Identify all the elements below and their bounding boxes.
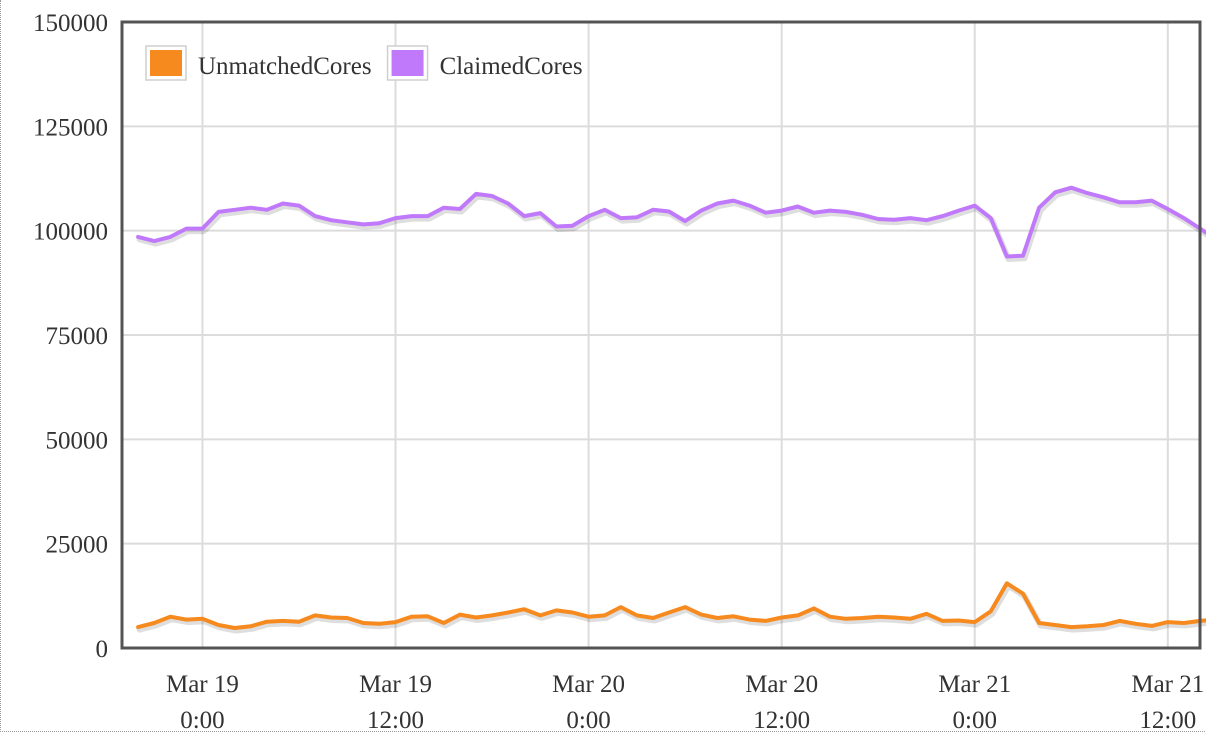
legend-label: ClaimedCores xyxy=(440,53,583,80)
y-tick-label: 0 xyxy=(96,636,109,663)
x-tick-label-date: Mar 20 xyxy=(745,671,818,698)
x-tick-label-date: Mar 19 xyxy=(359,671,432,698)
y-tick-label: 25000 xyxy=(46,532,109,559)
x-tick-label-time: 0:00 xyxy=(180,707,224,733)
grid-lines xyxy=(122,21,1200,649)
x-tick-label-time: 12:00 xyxy=(1139,707,1196,733)
x-tick-label-date: Mar 19 xyxy=(166,671,239,698)
x-tick-label-time: 0:00 xyxy=(953,707,997,733)
y-tick-label: 75000 xyxy=(46,323,109,350)
series-line-ClaimedCores xyxy=(136,185,1206,259)
x-tick-label-date: Mar 21 xyxy=(1131,671,1204,698)
series-shadow-ClaimedCores xyxy=(136,187,1206,262)
x-tick-label-date: Mar 20 xyxy=(552,671,625,698)
series-layer xyxy=(136,185,1206,634)
plot-border xyxy=(120,20,1202,650)
x-tick-label-time: 12:00 xyxy=(753,707,810,733)
series-line-UnmatchedCores xyxy=(136,581,1206,630)
legend-swatch xyxy=(150,50,182,76)
x-tick-label-date: Mar 21 xyxy=(938,671,1011,698)
x-tick-label-time: 0:00 xyxy=(566,707,610,733)
x-tick-label-time: 12:00 xyxy=(367,707,424,733)
plot-border-rect xyxy=(120,20,1202,650)
y-tick-label: 125000 xyxy=(33,114,108,141)
y-tick-label: 100000 xyxy=(33,219,108,246)
legend-swatch xyxy=(391,50,424,76)
legend-label: UnmatchedCores xyxy=(198,53,372,80)
y-tick-label: 50000 xyxy=(46,427,109,454)
y-axis-ticks: 0 25000 50000 75000 100000 125000 150000 xyxy=(33,10,108,663)
x-axis-ticks: Mar 19 0:00 Mar 19 12:00 Mar 20 0:00 Mar 20 12:… xyxy=(166,671,1204,733)
y-tick-label: 150000 xyxy=(33,10,108,37)
legend: UnmatchedCores ClaimedCores xyxy=(145,45,583,81)
